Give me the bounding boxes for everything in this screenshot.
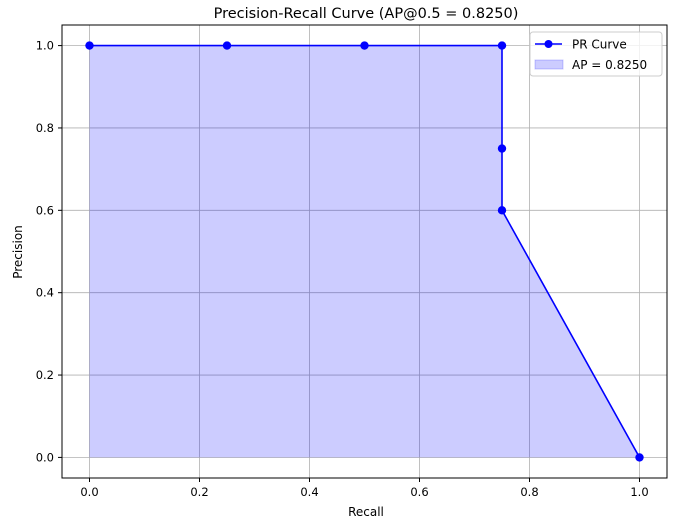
y-tick-label: 0.2 [36, 368, 54, 382]
pr-point [222, 41, 232, 50]
x-tick-label: 0.0 [80, 485, 98, 499]
pr-point [497, 41, 507, 50]
x-tick-label: 0.2 [190, 485, 208, 499]
y-tick-label: 1.0 [36, 39, 54, 53]
y-tick-label: 0.4 [36, 286, 54, 300]
y-axis-label: Precision [11, 225, 25, 279]
x-axis-label: Recall [348, 505, 384, 519]
legend-box [529, 31, 663, 77]
ticks: 0.0 0.2 0.4 0.6 0.8 1.0 0.0 0.2 0.4 0.6 0.8 1.0 [36, 39, 649, 499]
y-tick-label: 0.6 [36, 203, 54, 217]
legend: PR Curve AP = 0.8250 [529, 31, 663, 77]
pr-point [635, 453, 644, 462]
pr-point [85, 41, 94, 50]
ap-fill-area [89, 45, 640, 458]
x-tick-label: 0.8 [520, 485, 538, 499]
x-tick-label: 1.0 [630, 485, 648, 499]
x-tick-label: 0.6 [410, 485, 428, 499]
pr-point [497, 144, 507, 153]
x-tick-label: 0.4 [300, 485, 318, 499]
legend-label-ap: AP = 0.8250 [572, 58, 647, 72]
y-tick-label: 0.0 [36, 450, 54, 464]
pr-point [497, 206, 507, 215]
legend-fill-swatch [534, 59, 564, 70]
legend-label-pr-curve: PR Curve [572, 38, 627, 52]
pr-point [360, 41, 369, 50]
legend-marker-swatch [544, 40, 553, 48]
axes-frame [61, 24, 668, 479]
pr-curve-points [85, 41, 644, 462]
chart-title: Precision-Recall Curve (AP@0.5 = 0.8250) [214, 6, 519, 22]
y-tick-label: 0.8 [36, 121, 54, 135]
